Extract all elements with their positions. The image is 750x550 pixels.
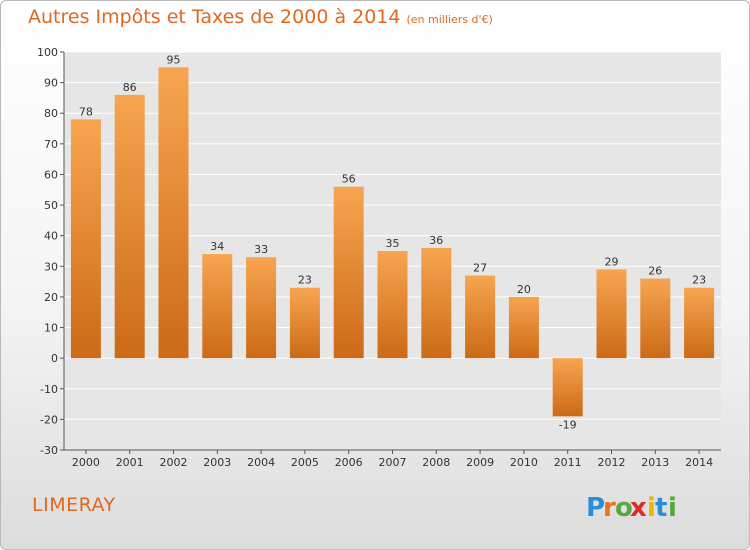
logo-letter: P <box>586 493 605 523</box>
x-tick-label: 2006 <box>335 456 363 469</box>
bar <box>377 251 408 359</box>
x-tick-label: 2000 <box>72 456 100 469</box>
x-tick-label: 2007 <box>379 456 407 469</box>
bar <box>596 269 627 359</box>
x-tick-label: 2004 <box>247 456 275 469</box>
y-tick-label: 50 <box>44 199 58 212</box>
y-tick-label: 10 <box>44 322 58 335</box>
logo-letter: i <box>668 493 677 523</box>
bar <box>421 247 452 359</box>
logo-letter: r <box>603 493 616 523</box>
chart-title-main: Autres Impôts et Taxes de 2000 à 2014 <box>28 6 401 28</box>
data-label: 29 <box>605 255 619 268</box>
bar <box>158 67 189 359</box>
bar <box>70 119 101 359</box>
y-tick-label: 30 <box>44 260 58 273</box>
bar <box>508 296 539 359</box>
chart-title: Autres Impôts et Taxes de 2000 à 2014 (en… <box>28 6 493 28</box>
y-tick-label: -30 <box>40 444 58 457</box>
y-tick-label: -10 <box>40 383 58 396</box>
bar <box>465 275 496 359</box>
x-tick-label: 2012 <box>598 456 626 469</box>
data-label: -19 <box>559 418 577 431</box>
data-label: 23 <box>692 274 706 287</box>
x-tick-label: 2011 <box>554 456 582 469</box>
data-label: 36 <box>429 234 443 247</box>
data-label: 95 <box>167 53 181 66</box>
data-label: 86 <box>123 81 137 94</box>
logo-letter: t <box>655 493 667 523</box>
y-tick-label: 60 <box>44 168 58 181</box>
data-label: 35 <box>386 237 400 250</box>
commune-name: LIMERAY <box>32 494 116 516</box>
data-label: 20 <box>517 283 531 296</box>
x-tick-label: 2013 <box>641 456 669 469</box>
bar <box>289 287 320 359</box>
bar <box>552 358 583 417</box>
data-label: 34 <box>210 240 224 253</box>
y-tick-label: 20 <box>44 291 58 304</box>
y-tick-label: 80 <box>44 107 58 120</box>
x-tick-label: 2005 <box>291 456 319 469</box>
x-tick-label: 2010 <box>510 456 538 469</box>
bar <box>202 254 233 359</box>
data-label: 26 <box>648 265 662 278</box>
x-tick-label: 2001 <box>116 456 144 469</box>
x-tick-label: 2009 <box>466 456 494 469</box>
bar <box>684 287 715 359</box>
data-label: 33 <box>254 243 268 256</box>
y-tick-label: 90 <box>44 77 58 90</box>
x-tick-label: 2002 <box>160 456 188 469</box>
bar <box>246 257 277 359</box>
logo-letter: i <box>647 493 656 523</box>
data-label: 27 <box>473 261 487 274</box>
bar <box>114 94 145 359</box>
y-tick-label: -20 <box>40 413 58 426</box>
x-tick-label: 2014 <box>685 456 713 469</box>
data-label: 78 <box>79 105 93 118</box>
proxiti-logo: Pr ox i t i <box>586 493 677 523</box>
logo-letter: o <box>615 493 633 523</box>
y-tick-label: 70 <box>44 138 58 151</box>
logo-letter: x <box>630 493 647 523</box>
data-label: 23 <box>298 274 312 287</box>
x-tick-label: 2008 <box>422 456 450 469</box>
x-tick-label: 2003 <box>203 456 231 469</box>
y-tick-label: 40 <box>44 230 58 243</box>
y-tick-label: 100 <box>37 46 58 59</box>
y-tick-label: 0 <box>51 352 58 365</box>
chart-subtitle: (en milliers d'€) <box>406 13 493 26</box>
bar <box>333 186 364 359</box>
bar <box>640 278 671 359</box>
data-label: 56 <box>342 173 356 186</box>
